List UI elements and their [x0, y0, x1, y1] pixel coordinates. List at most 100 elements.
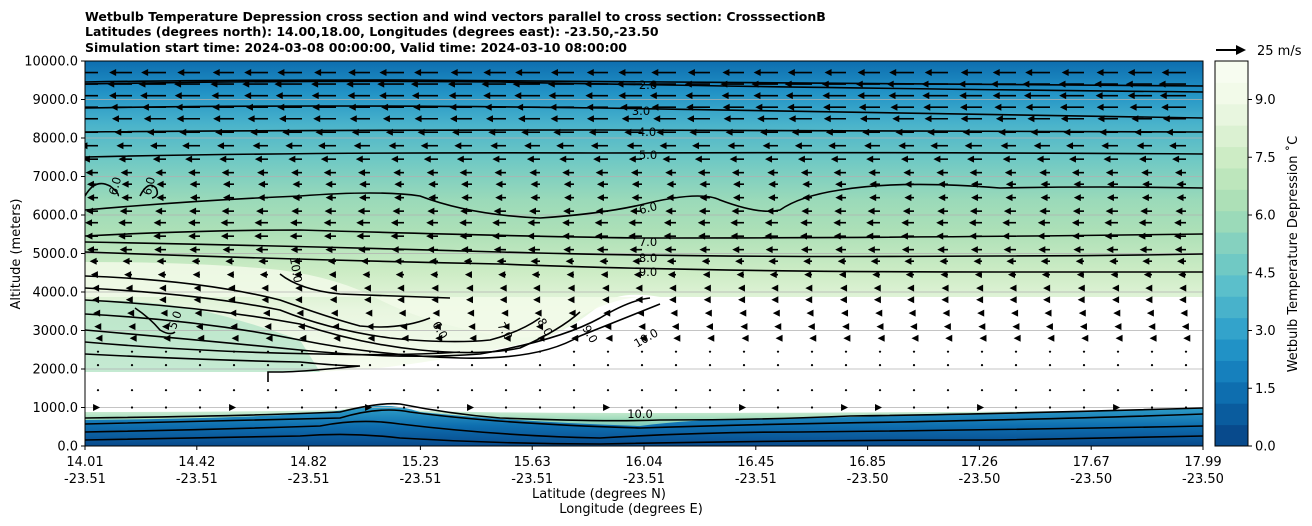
wind-vector-head: [775, 334, 783, 342]
wind-vector: [94, 323, 102, 331]
title-line-1: Wetbulb Temperature Depression cross sec…: [85, 9, 826, 24]
wind-vector-head: [125, 296, 133, 304]
wind-vector-head: [933, 155, 941, 163]
wind-vector: [706, 323, 714, 331]
wind-vector: [1142, 257, 1152, 265]
wind-vector: [670, 309, 678, 317]
wind-vector-head: [666, 180, 674, 188]
wind-vector: [960, 115, 982, 123]
wind-vector-head: [461, 194, 469, 202]
wind-vector: [787, 69, 812, 77]
colorbar-segment: [1215, 103, 1248, 126]
wind-vector-head: [1043, 296, 1051, 304]
wind-vector: [835, 180, 846, 188]
wind-vector: [839, 296, 847, 304]
wind-vector: [1125, 80, 1152, 88]
wind-vector-head: [904, 194, 912, 202]
wind-vector-head: [211, 92, 219, 100]
wind-vector-head: [631, 180, 639, 188]
wind-vector: [572, 389, 576, 392]
wind-vector-head: [603, 404, 611, 411]
wind-vector-head: [890, 103, 898, 111]
wind-vector: [992, 92, 1016, 100]
wind-vector: [395, 271, 404, 279]
wind-vector: [1025, 69, 1050, 77]
wind-vector-head: [382, 115, 390, 123]
wind-vector: [1104, 219, 1118, 227]
wind-vector-head: [1077, 284, 1085, 292]
wind-vector-head: [800, 169, 808, 177]
wind-vector: [653, 115, 676, 123]
wind-vector: [1141, 194, 1152, 202]
wind-vector: [1140, 207, 1152, 215]
wind-vector-head: [257, 194, 265, 202]
wind-vector: [810, 364, 814, 367]
wind-vector: [96, 364, 100, 367]
wind-vector-head: [391, 246, 399, 254]
wind-vector-dot: [198, 350, 202, 353]
wind-vector-head: [160, 309, 168, 317]
wind-vector-head: [596, 246, 604, 254]
wind-vector: [538, 364, 542, 367]
wind-vector: [694, 155, 710, 163]
wind-vector: [824, 69, 846, 77]
wind-vector-head: [1040, 257, 1048, 265]
x-tick-label-lat: 14.01: [66, 455, 103, 470]
wind-vector: [937, 207, 948, 215]
wind-vector-head: [873, 284, 881, 292]
wind-vector-head: [628, 219, 636, 227]
wind-vector-head: [174, 80, 182, 88]
wind-vector-head: [1114, 323, 1122, 331]
wind-vector-head: [1127, 92, 1135, 100]
wind-vector: [703, 284, 711, 292]
wind-vector: [490, 142, 506, 150]
wind-vector: [85, 219, 98, 227]
wind-vector: [1027, 115, 1050, 123]
wind-vector-head: [252, 142, 260, 150]
wind-vector-head: [454, 142, 462, 150]
wind-vector: [633, 271, 642, 279]
wind-vector-head: [631, 194, 639, 202]
wind-vector-head: [493, 207, 501, 215]
wind-vector: [527, 232, 540, 240]
wind-vector: [1097, 115, 1118, 123]
wind-vector-head: [907, 284, 915, 292]
wind-vector: [428, 180, 438, 188]
wind-vector: [368, 364, 372, 367]
wind-vector: [330, 309, 338, 317]
wind-vector: [1138, 232, 1152, 240]
wind-vector: [282, 128, 302, 136]
wind-vector-head: [698, 232, 706, 240]
wind-vector: [738, 296, 746, 304]
wind-vector: [1000, 142, 1016, 150]
wind-vector-dot: [708, 406, 712, 409]
wind-vector-head: [1003, 207, 1011, 215]
wind-vector-head: [900, 232, 908, 240]
wind-vector: [430, 271, 438, 279]
wind-vector-head: [1005, 194, 1013, 202]
wind-vector-dot: [844, 364, 848, 367]
wind-vector-head: [940, 271, 948, 279]
wind-vector-dot: [266, 364, 270, 367]
colorbar-tick-label: 1.5: [1255, 382, 1276, 397]
wind-vector: [217, 142, 234, 150]
wind-vector-head: [222, 194, 230, 202]
wind-vector-dot: [538, 389, 542, 392]
wind-vector-head: [766, 207, 774, 215]
wind-vector-head: [945, 334, 953, 342]
wind-vector-head: [397, 296, 405, 304]
wind-vector: [753, 69, 778, 77]
wind-vector-head: [1096, 103, 1104, 111]
wind-vector-head: [732, 194, 740, 202]
wind-vector-head: [1179, 284, 1187, 292]
wind-vector: [1043, 284, 1051, 292]
wind-vector: [242, 80, 268, 88]
wind-vector: [198, 364, 202, 367]
wind-vector: [794, 142, 812, 150]
wind-vector-head: [910, 323, 918, 331]
wind-vector-head: [567, 284, 575, 292]
wind-vector-head: [809, 334, 817, 342]
wind-vector-head: [385, 128, 393, 136]
wind-vector: [291, 169, 302, 177]
wind-vector: [640, 350, 644, 353]
